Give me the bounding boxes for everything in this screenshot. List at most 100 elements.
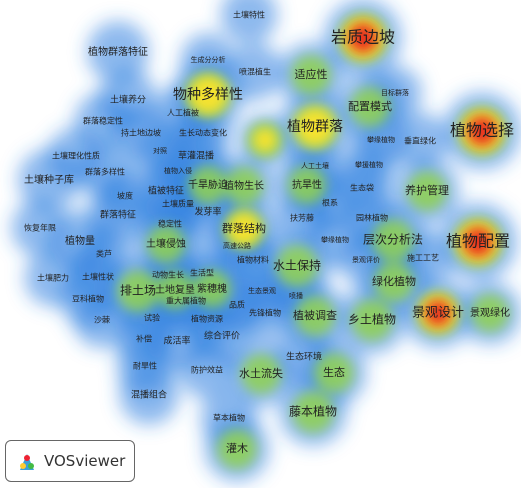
node-label: 品质 — [229, 300, 245, 310]
density-blob — [372, 219, 414, 261]
density-blob — [87, 21, 149, 83]
node-label: 植物选择 — [450, 121, 514, 140]
node-label: 先锋植物 — [249, 308, 281, 318]
node-label: 土壤性状 — [82, 272, 114, 282]
node-label: 扶芳藤 — [290, 213, 314, 223]
node-label: 群落结构 — [222, 221, 266, 235]
density-blob — [217, 429, 257, 469]
node-label: 攀援植物 — [355, 160, 383, 169]
node-label: 植物生长 — [224, 179, 264, 192]
node-label: 乡土植物 — [348, 312, 396, 327]
node-label: 群落多样性 — [85, 167, 125, 177]
density-blob — [178, 341, 236, 399]
node-label: 生成分分析 — [191, 55, 226, 64]
density-blob — [295, 296, 335, 336]
node-label: 群落稳定性 — [83, 116, 123, 126]
node-label: 水土流失 — [239, 366, 283, 380]
node-label: 高速公路 — [223, 241, 251, 250]
node-label: 施工工艺 — [407, 253, 439, 263]
node-label: 重大属植物 — [166, 296, 206, 306]
node-label: 植物量 — [65, 234, 95, 247]
node-label: 排土场 — [120, 284, 156, 298]
node-label: 植物材料 — [237, 255, 269, 265]
density-blob — [467, 116, 497, 146]
node-label: 紫穗槐 — [197, 282, 227, 295]
node-label: 植物入侵 — [164, 166, 192, 175]
node-label: 综合评价 — [204, 330, 240, 342]
node-label: 根系 — [322, 198, 338, 208]
density-blob — [253, 128, 277, 152]
density-blob — [471, 294, 509, 332]
density-blob — [291, 55, 331, 95]
node-label: 园林植物 — [356, 213, 388, 223]
density-red — [348, 23, 497, 326]
density-blob — [188, 75, 228, 115]
node-label: 生活型 — [190, 268, 214, 278]
node-label: 攀缘植物 — [367, 135, 395, 144]
node-label: 景观设计 — [412, 306, 464, 321]
density-blob — [227, 212, 261, 246]
node-label: 植物群落 — [287, 119, 343, 135]
node-label: 豆科植物 — [72, 294, 104, 304]
node-label: 养护管理 — [405, 183, 449, 197]
density-blob — [276, 245, 318, 287]
node-label: 藤本植物 — [289, 404, 337, 419]
node-label: 类芦 — [96, 249, 112, 259]
density-blob — [119, 365, 179, 425]
node-label: 土壤特性 — [233, 10, 265, 20]
density-blob — [288, 166, 326, 204]
density-blob — [117, 270, 159, 312]
density-blob — [295, 107, 335, 147]
node-label: 防护效益 — [191, 365, 223, 375]
node-label: 持土地边坡 — [121, 128, 161, 138]
density-blob — [350, 87, 390, 127]
node-label: 土壤质量 — [162, 199, 194, 209]
node-label: 景观绿化 — [470, 306, 510, 319]
node-label: 生态 — [323, 365, 345, 379]
node-label: 土壤理化性质 — [52, 151, 100, 161]
node-label: 垂直绿化 — [404, 136, 436, 146]
node-label: 土壤种子库 — [24, 173, 74, 186]
density-blob — [292, 391, 334, 433]
node-label: 土壤侵蚀 — [146, 237, 186, 250]
density-blob — [220, 0, 278, 44]
density-blob — [241, 354, 281, 394]
node-label: 混播组合 — [131, 389, 167, 401]
density-blob — [407, 171, 447, 211]
node-label: 配置模式 — [348, 100, 392, 113]
node-label: 植物群落特征 — [88, 45, 148, 58]
legend-label: VOSviewer — [44, 452, 126, 470]
node-label: 草灌混播 — [178, 150, 214, 162]
density-blob — [147, 225, 185, 263]
node-label: 恢复年限 — [24, 223, 56, 233]
node-label: 土壤养分 — [110, 94, 146, 106]
node-label: 生态环境 — [286, 351, 322, 363]
node-label: 植被特征 — [148, 185, 184, 197]
node-label: 成活率 — [163, 335, 190, 347]
node-label: 千旱胁迫 — [188, 178, 228, 191]
node-label: 灌木 — [226, 442, 248, 455]
node-label: 耐旱性 — [133, 361, 157, 371]
node-label: 试验 — [144, 313, 160, 323]
density-blob — [374, 262, 414, 302]
node-label: 人工土壤 — [301, 161, 329, 170]
node-label: 土地复垦 — [155, 283, 195, 296]
density-blob — [391, 112, 449, 170]
density-blob — [18, 149, 80, 211]
density-blob — [348, 23, 378, 53]
node-label: 动物生长 — [152, 270, 184, 280]
node-label: 坡度 — [117, 191, 133, 201]
node-label: 适应性 — [295, 67, 328, 81]
density-blob — [236, 284, 294, 342]
node-label: 景观评价 — [352, 256, 380, 264]
node-label: 沙棘 — [94, 316, 110, 325]
node-label: 物种多样性 — [173, 86, 243, 103]
node-label: 草本植物 — [213, 413, 245, 423]
node-label: 抗旱性 — [292, 178, 322, 191]
node-label: 人工植被 — [167, 108, 199, 118]
node-label: 水土保持 — [273, 258, 321, 273]
node-label: 层次分析法 — [363, 233, 423, 247]
